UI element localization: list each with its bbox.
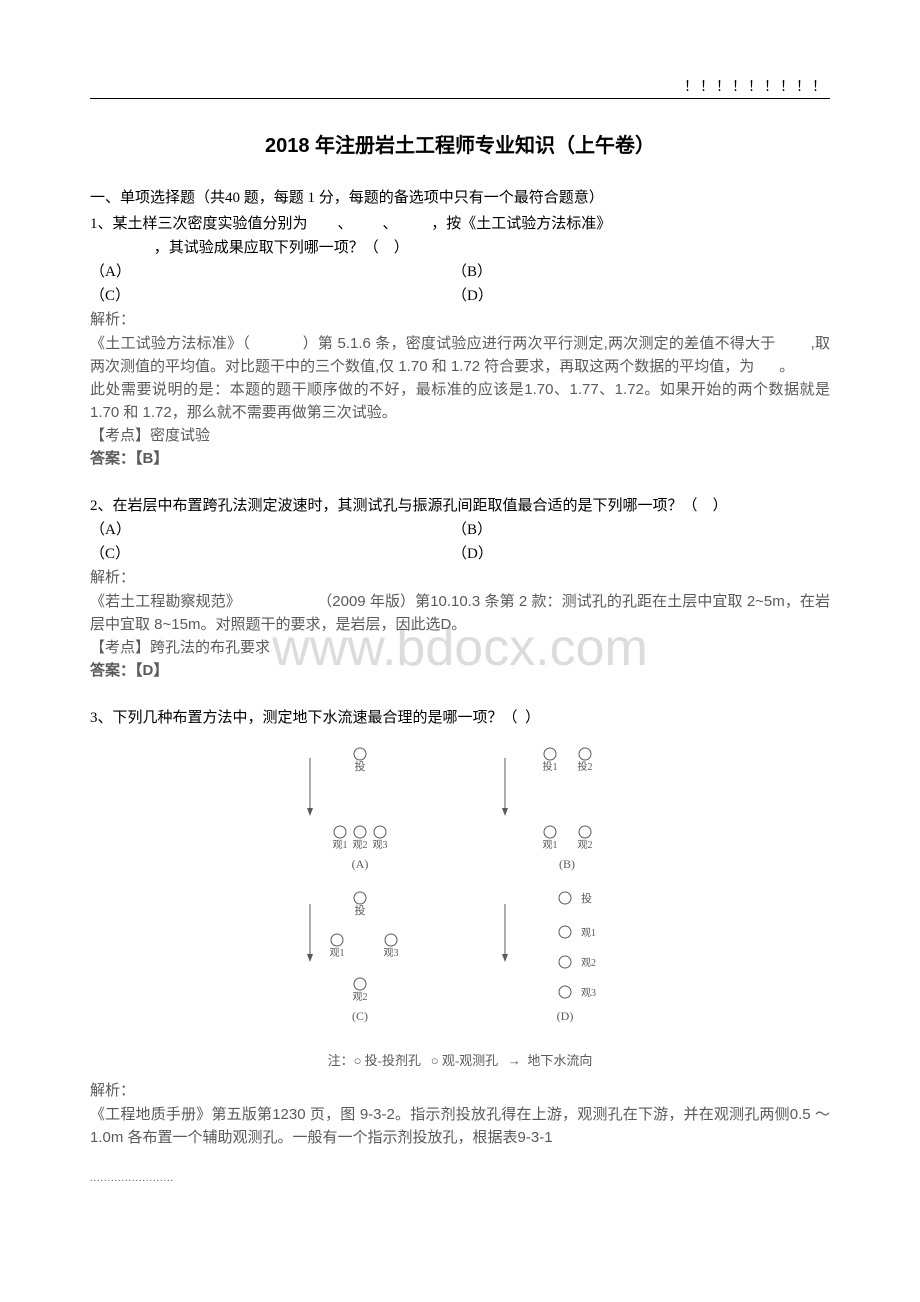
q1-text-line1: 1、某土样三次密度实验值分别为 、 、 ，按《土工试验方法标准》 <box>90 212 830 236</box>
q1-analysis-2: 此处需要说明的是：本题的题干顺序做的不好，最标准的应该是1.70、1.77、1.… <box>90 378 830 424</box>
svg-text:观1: 观1 <box>581 927 596 939</box>
q2-exam-point: 【考点】跨孔法的布孔要求 <box>90 636 830 659</box>
q1-analysis-1: 《土工试验方法标准》（ ）第 5.1.6 条，密度试验应进行两次平行测定,两次测… <box>90 332 830 378</box>
svg-text:观2: 观2 <box>578 839 593 851</box>
header-marks: ！！！！！！！！！ <box>684 76 828 96</box>
q2-option-d: （D） <box>452 542 830 566</box>
q1-option-b: （B） <box>452 260 830 284</box>
question-3: 3、下列几种布置方法中，测定地下水流速最合理的是哪一项？（ ） 投 观1 观2 <box>90 706 830 1149</box>
q1-exam-point: 【考点】密度试验 <box>90 424 830 447</box>
svg-text:(B): (B) <box>559 857 575 871</box>
svg-text:观1: 观1 <box>330 947 345 959</box>
svg-text:观1: 观1 <box>333 839 348 851</box>
footer-dots: ........................ <box>90 1173 830 1184</box>
q2-answer: 答案：【D】 <box>90 659 830 682</box>
q1-answer: 答案：【B】 <box>90 447 830 470</box>
q1-text-line2: ，其试验成果应取下列哪一项？（ ） <box>90 236 830 260</box>
q2-option-b: （B） <box>452 518 830 542</box>
q2-analysis-1: 《若土工程勘察规范》 （2009 年版）第10.10.3 条第 2 款：测试孔的… <box>90 590 830 636</box>
q3-analysis-label: 解析： <box>90 1079 830 1103</box>
svg-text:观2: 观2 <box>353 839 368 851</box>
q2-text: 2、在岩层中布置跨孔法测定波速时，其测试孔与振源孔间距取值最合适的是下列哪一项？… <box>90 494 830 518</box>
svg-text:观1: 观1 <box>543 839 558 851</box>
svg-text:观3: 观3 <box>581 987 596 999</box>
question-1: 1、某土样三次密度实验值分别为 、 、 ，按《土工试验方法标准》 ，其试验成果应… <box>90 212 830 470</box>
q1-option-a: （A） <box>90 260 452 284</box>
q1-option-c: （C） <box>90 284 452 308</box>
svg-text:(D): (D) <box>557 1009 574 1023</box>
page-title: 2018 年注册岩土工程师专业知识（上午卷） <box>90 129 830 158</box>
question-2: 2、在岩层中布置跨孔法测定波速时，其测试孔与振源孔间距取值最合适的是下列哪一项？… <box>90 494 830 682</box>
q1-option-d: （D） <box>452 284 830 308</box>
q2-analysis-label: 解析： <box>90 566 830 590</box>
q1-analysis-label: 解析： <box>90 308 830 332</box>
svg-text:投: 投 <box>355 759 366 773</box>
svg-text:观3: 观3 <box>373 839 388 851</box>
svg-text:(A): (A) <box>352 857 369 871</box>
svg-text:投: 投 <box>355 903 366 917</box>
svg-text:观3: 观3 <box>384 947 399 959</box>
q2-option-c: （C） <box>90 542 452 566</box>
q3-text: 3、下列几种布置方法中，测定地下水流速最合理的是哪一项？（ ） <box>90 706 830 730</box>
svg-text:观2: 观2 <box>581 957 596 969</box>
svg-text:观2: 观2 <box>353 991 368 1003</box>
figure-caption: 注：○ 投-投剂孔 ○ 观-观测孔 → 地下水流向 <box>90 1050 830 1069</box>
q3-figure: 投 观1 观2 观3 (A) 投 <box>90 740 830 1040</box>
svg-text:投1: 投1 <box>543 760 558 773</box>
q2-option-a: （A） <box>90 518 452 542</box>
svg-text:投2: 投2 <box>578 760 593 773</box>
header-divider <box>90 98 830 99</box>
q3-analysis-1: 《工程地质手册》第五版第1230 页，图 9-3-2。指示剂投放孔得在上游，观测… <box>90 1103 830 1149</box>
svg-text:(C): (C) <box>352 1009 368 1023</box>
section-heading: 一、单项选择题（共40 题，每题 1 分，每题的备选项中只有一个最符合题意） <box>90 186 830 210</box>
svg-text:投: 投 <box>581 891 592 905</box>
